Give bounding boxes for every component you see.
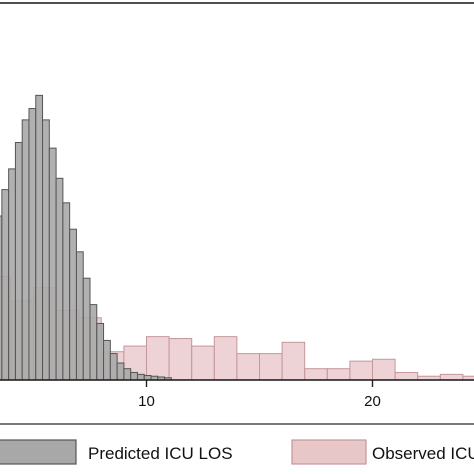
x-tick-label: 20 (364, 393, 381, 410)
predicted-bar (116, 362, 125, 381)
predicted-series (0, 94, 172, 381)
legend-swatch-observed (291, 439, 367, 465)
predicted-bar (28, 108, 37, 381)
predicted-bar (109, 353, 118, 381)
predicted-bar (123, 368, 132, 381)
predicted-bar (75, 251, 84, 381)
x-tick-label: 10 (138, 393, 155, 410)
predicted-bar (8, 168, 16, 381)
observed-bar (236, 353, 260, 381)
observed-bar (326, 368, 351, 381)
predicted-bar (130, 371, 138, 381)
observed-bar (191, 345, 215, 381)
observed-bar (146, 336, 170, 381)
observed-bar (372, 358, 396, 381)
predicted-bar (42, 119, 50, 381)
predicted-bar (89, 304, 98, 381)
predicted-bar (82, 277, 91, 381)
predicted-bar (48, 147, 57, 381)
predicted-bar (96, 322, 105, 381)
observed-bar (168, 338, 193, 381)
observed-bar (213, 336, 238, 381)
legend-label-predicted: Predicted ICU LOS (88, 444, 233, 463)
predicted-bar (62, 202, 71, 381)
observed-bar (439, 373, 464, 381)
observed-bar (304, 368, 328, 381)
legend-label-observed: Observed ICU LOS (372, 444, 474, 463)
x-axis: 10 20 (138, 380, 381, 410)
observed-bar (259, 353, 283, 381)
predicted-bar (21, 119, 30, 381)
observed-bar (349, 360, 373, 381)
plot-frame (0, 2, 474, 381)
legend: Predicted ICU LOS Observed ICU LOS (0, 423, 474, 474)
observed-bar (394, 371, 419, 381)
predicted-bar (55, 177, 64, 381)
predicted-bar (103, 339, 111, 381)
legend-frame (0, 423, 474, 474)
predicted-bar (136, 373, 145, 381)
predicted-bar (35, 94, 44, 381)
plot-area (0, 94, 474, 381)
predicted-bar (1, 189, 10, 381)
observed-bar (281, 341, 306, 381)
observed-bar (462, 375, 474, 381)
legend-swatch-predicted (0, 439, 77, 465)
predicted-bar (69, 228, 77, 381)
predicted-bar (14, 141, 23, 381)
